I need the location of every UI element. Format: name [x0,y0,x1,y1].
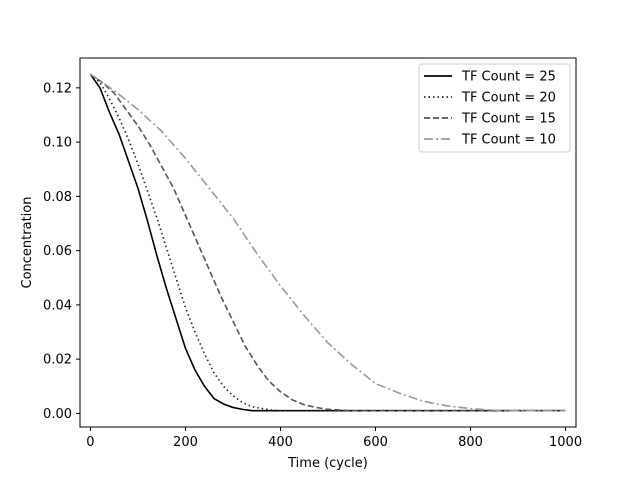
legend-label: TF Count = 25 [461,70,556,85]
y-axis-label: Concentration [20,197,35,289]
series-line-1 [89,73,566,412]
series-line-3 [89,73,566,412]
legend-label: TF Count = 10 [461,133,556,148]
y-tick-label: 0.04 [43,298,72,313]
plot-frame [79,57,577,428]
legend-label: TF Count = 20 [461,91,556,106]
y-tick-label: 0.00 [43,407,72,422]
x-tick-label: 600 [363,435,388,450]
y-tick-label: 0.06 [43,244,72,259]
x-axis-label: Time (cycle) [287,456,368,471]
x-tick-label: 0 [86,435,94,450]
y-tick-label: 0.12 [43,81,72,96]
y-tick-label: 0.02 [43,353,72,368]
series-layer [89,73,566,412]
legend-frame [418,63,571,153]
series-line-4 [89,73,566,412]
x-tick-label: 400 [268,435,293,450]
x-tick-label: 200 [173,435,198,450]
legend: TF Count = 25 TF Count = 20 TF Count = 15 T… [418,63,571,153]
y-axis: 0.00 0.02 0.04 0.06 0.08 0.10 0.12 [43,81,80,422]
x-axis: 0 200 400 600 800 1000 [86,427,582,450]
x-tick-label: 800 [458,435,483,450]
y-tick-label: 0.10 [43,136,72,151]
legend-label: TF Count = 15 [461,112,556,127]
x-tick-label: 1000 [549,435,582,450]
y-tick-label: 0.08 [43,190,72,205]
series-line-2 [89,73,566,412]
